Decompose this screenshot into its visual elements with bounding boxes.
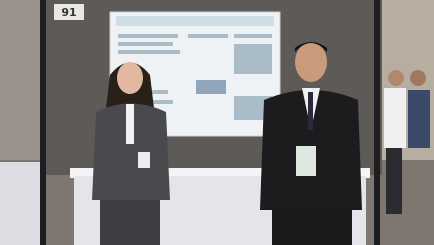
- sign-number: 91: [61, 6, 76, 19]
- poster-figure: [196, 80, 226, 94]
- photo: 91: [0, 0, 434, 245]
- poster-header: [116, 16, 274, 26]
- table-left: [0, 162, 40, 245]
- board-pole-right: [374, 0, 380, 245]
- page: 91 (() => { const data = J: [0, 0, 434, 245]
- board-pole-left: [40, 0, 46, 245]
